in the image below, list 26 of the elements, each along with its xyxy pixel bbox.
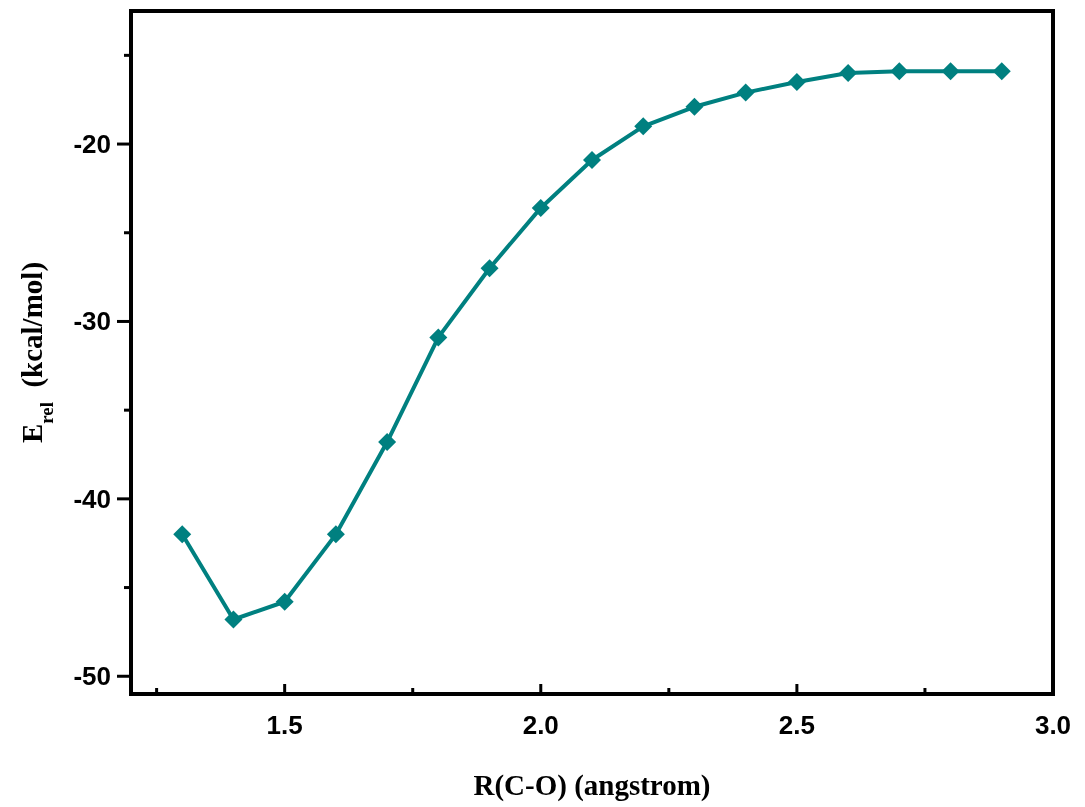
- point: [685, 97, 704, 116]
- y-tick-label: -50: [73, 661, 111, 692]
- point: [378, 433, 397, 452]
- point: [224, 610, 243, 629]
- point: [941, 62, 960, 81]
- x-tick-label: 1.5: [266, 710, 303, 740]
- point: [173, 525, 192, 544]
- point: [326, 525, 345, 544]
- point: [890, 62, 909, 81]
- y-tick-label: -30: [73, 306, 111, 337]
- point: [480, 259, 499, 278]
- point: [275, 592, 294, 611]
- x-tick-label: 3.0: [1034, 710, 1072, 740]
- y-tick-label: -20: [73, 129, 111, 160]
- point: [839, 64, 858, 83]
- point: [736, 83, 755, 102]
- point: [992, 62, 1011, 81]
- y-tick-label: -40: [73, 483, 111, 514]
- x-tick-label: 2.0: [522, 710, 559, 740]
- point: [531, 198, 550, 217]
- point: [429, 328, 448, 347]
- point: [634, 117, 653, 136]
- point: [583, 151, 601, 170]
- point: [787, 72, 806, 91]
- x-tick-label: 2.5: [778, 710, 815, 740]
- x-axis-title: R(C-O) (angstrom): [473, 769, 711, 802]
